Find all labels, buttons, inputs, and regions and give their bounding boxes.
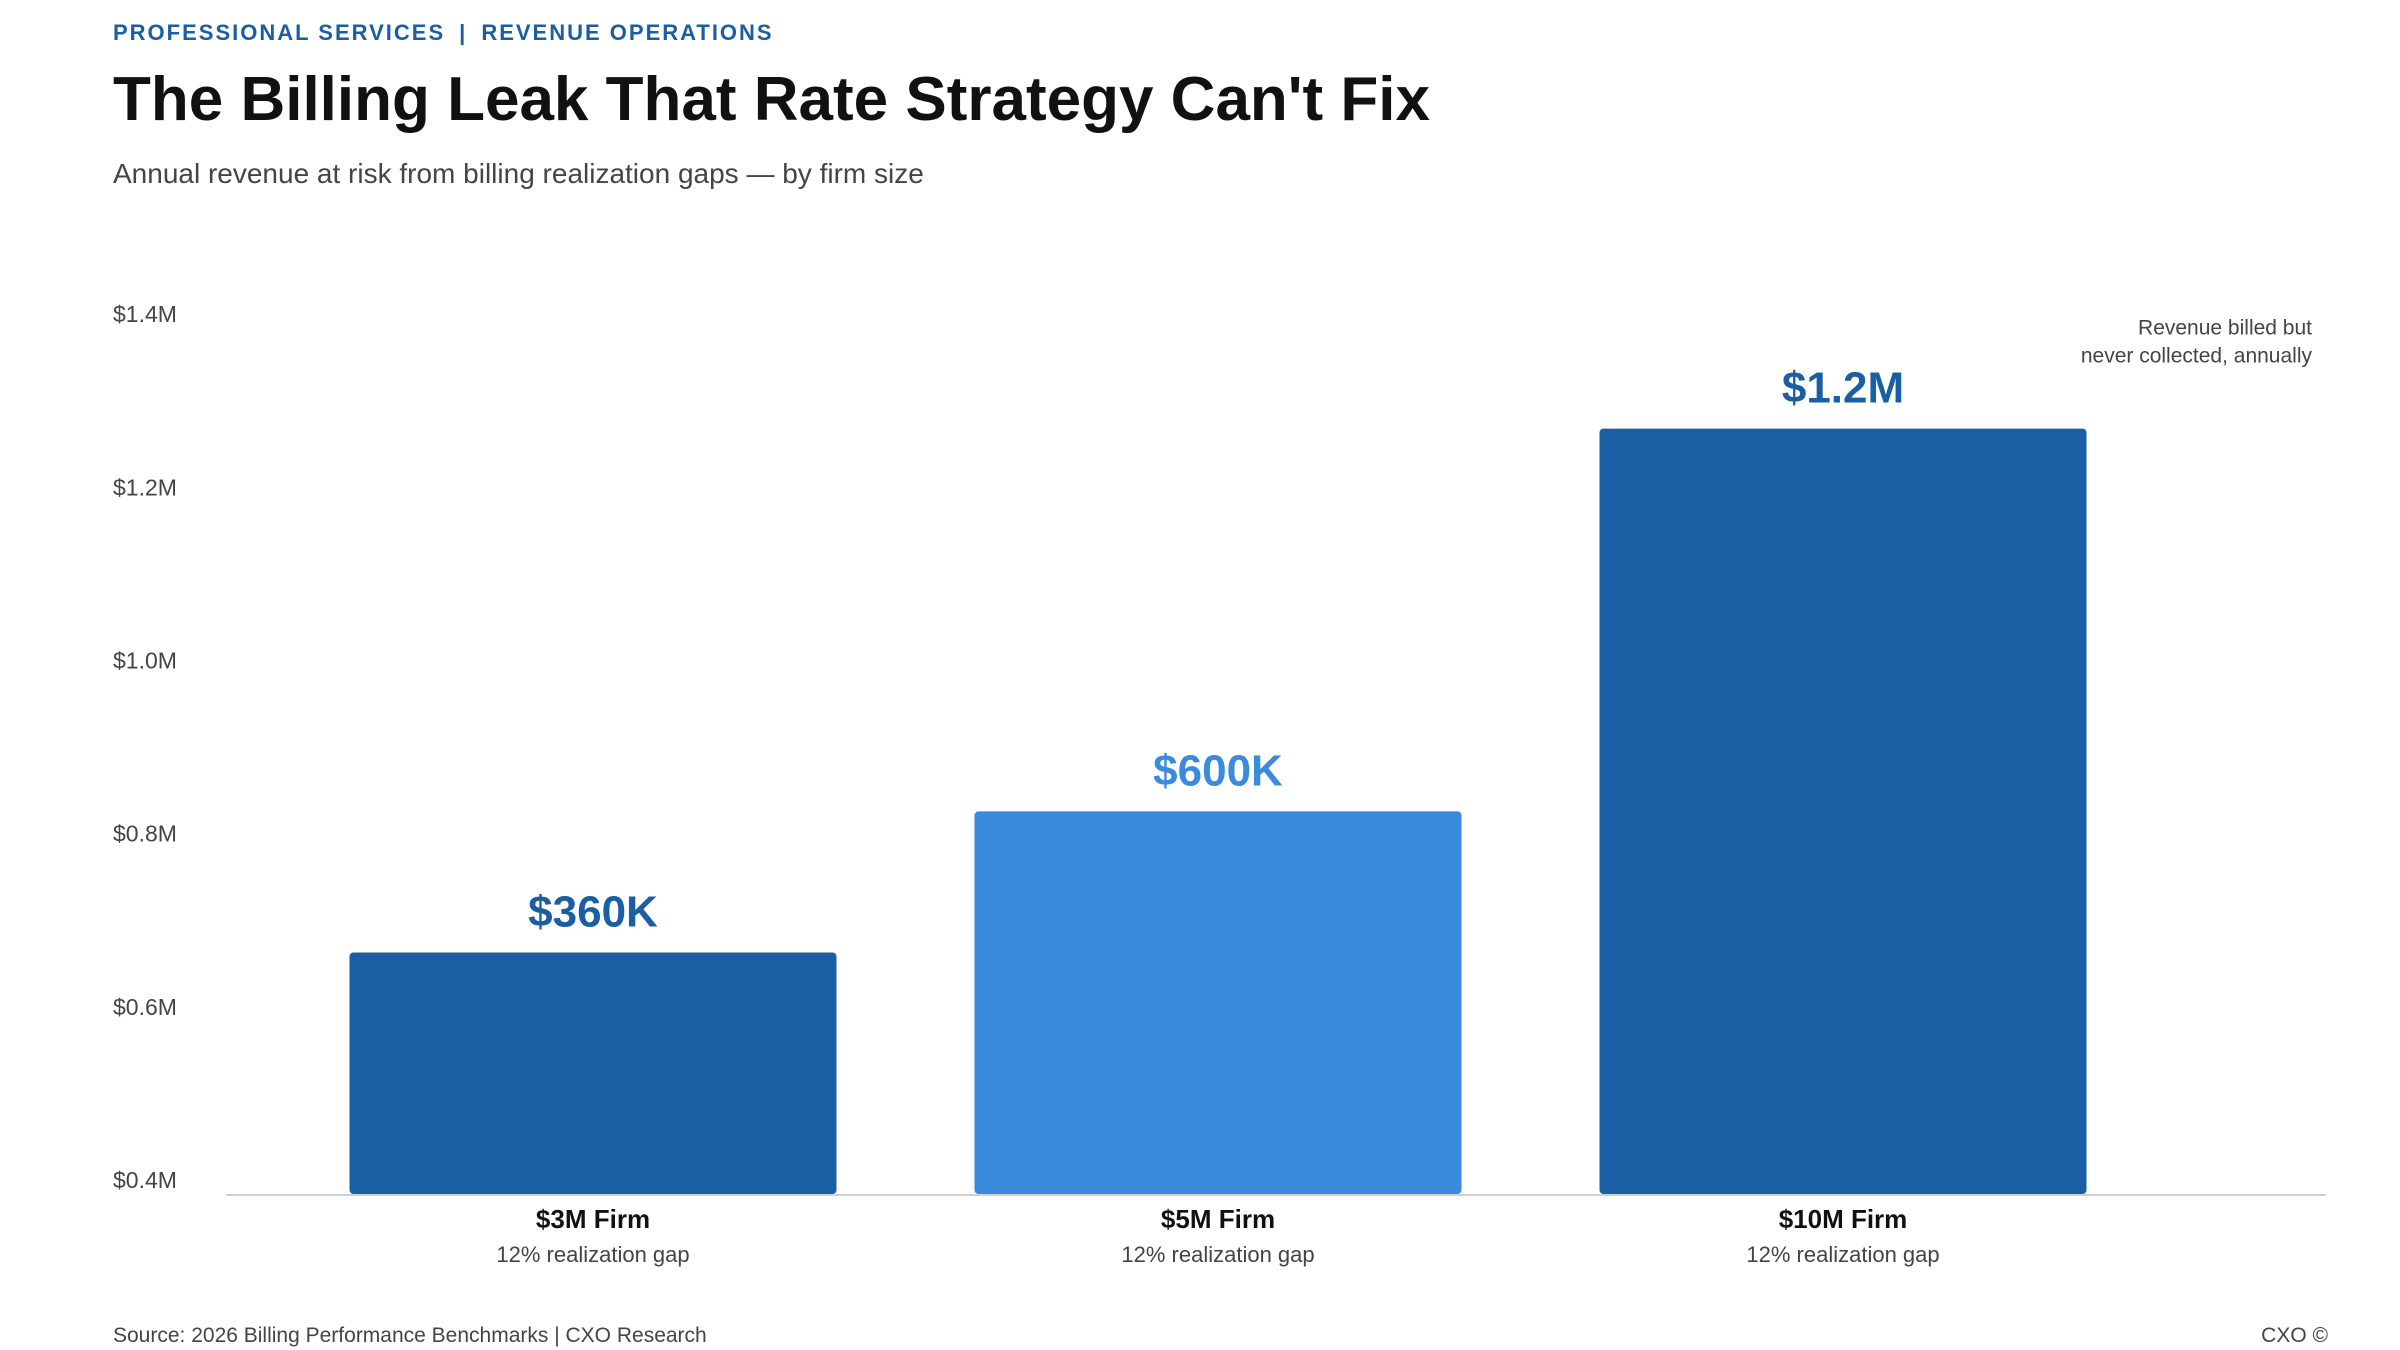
annotation-line: never collected, annually <box>2081 345 2313 368</box>
x-tick-label: $5M Firm <box>1161 1204 1275 1234</box>
x-tick-sublabel: 12% realization gap <box>496 1242 689 1267</box>
x-tick-sublabel: 12% realization gap <box>1746 1242 1939 1267</box>
eyebrow-separator: | <box>459 20 468 45</box>
y-tick-label: $1.4M <box>113 301 177 327</box>
eyebrow: PROFESSIONAL SERVICES | REVENUE OPERATIONS <box>113 20 774 46</box>
eyebrow-category: PROFESSIONAL SERVICES <box>113 20 446 45</box>
y-tick-label: $0.8M <box>113 821 177 847</box>
source-note: Source: 2026 Billing Performance Benchma… <box>113 1324 707 1347</box>
bar <box>974 811 1462 1194</box>
x-tick-sublabel: 12% realization gap <box>1121 1242 1314 1267</box>
annotation-line: Revenue billed but <box>2138 317 2312 340</box>
eyebrow-topic: REVENUE OPERATIONS <box>481 20 774 45</box>
x-tick-label: $10M Firm <box>1779 1204 1908 1234</box>
bar-value-label: $360K <box>528 888 658 937</box>
y-tick-label: $0.6M <box>113 994 177 1020</box>
bar-value-label: $600K <box>1153 746 1283 795</box>
x-tick-label: $3M Firm <box>536 1204 650 1234</box>
y-tick-label: $0.4M <box>113 1167 177 1193</box>
bar-value-label: $1.2M <box>1782 364 1904 413</box>
chart-subtitle: Annual revenue at risk from billing real… <box>113 158 924 189</box>
bar <box>1599 428 2087 1195</box>
bar <box>349 952 837 1194</box>
y-tick-label: $1.2M <box>113 474 177 500</box>
brand-mark: CXO © <box>2261 1324 2328 1347</box>
chart-title: The Billing Leak That Rate Strategy Can'… <box>113 65 1430 134</box>
y-tick-label: $1.0M <box>113 647 177 673</box>
